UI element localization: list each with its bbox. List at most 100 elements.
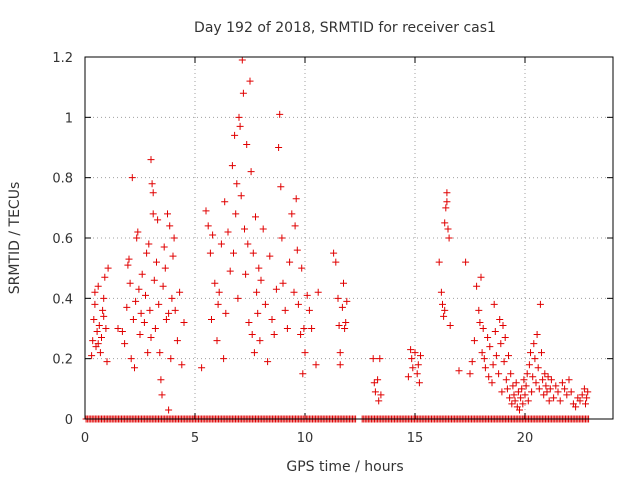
data-point xyxy=(226,267,234,275)
data-point xyxy=(154,216,162,224)
data-point xyxy=(167,355,175,363)
data-point xyxy=(252,213,259,221)
data-point xyxy=(214,300,222,308)
data-point xyxy=(341,325,349,332)
data-point xyxy=(178,361,186,369)
data-point xyxy=(519,400,527,408)
data-point xyxy=(217,240,225,248)
data-point xyxy=(249,249,257,257)
data-point xyxy=(161,264,169,272)
data-point xyxy=(248,331,256,339)
data-point xyxy=(538,349,545,357)
data-point xyxy=(495,370,503,378)
y-tick-label: 1.2 xyxy=(52,51,73,66)
data-point xyxy=(582,400,589,408)
data-point xyxy=(415,379,423,387)
data-point xyxy=(497,340,505,348)
data-point xyxy=(466,370,474,378)
data-point xyxy=(245,318,253,326)
data-point xyxy=(121,340,129,348)
data-point xyxy=(498,388,506,396)
data-point xyxy=(530,340,538,348)
data-point xyxy=(437,288,445,296)
data-point xyxy=(511,397,519,405)
data-point xyxy=(176,288,184,296)
data-point xyxy=(552,382,560,390)
data-point xyxy=(572,403,580,411)
data-point xyxy=(292,195,300,203)
data-point xyxy=(228,162,236,170)
data-point xyxy=(411,349,419,357)
y-tick-label: 0.2 xyxy=(52,353,73,368)
data-point xyxy=(144,349,152,357)
data-point xyxy=(539,376,547,384)
data-point xyxy=(135,285,143,293)
data-point xyxy=(209,231,217,239)
data-point xyxy=(576,397,584,405)
data-point xyxy=(505,352,512,360)
data-point xyxy=(518,385,526,393)
data-point xyxy=(523,370,531,378)
data-point xyxy=(512,379,520,387)
data-point xyxy=(439,300,446,308)
data-point xyxy=(142,291,149,299)
data-point xyxy=(407,346,415,354)
data-point xyxy=(270,331,278,339)
data-point xyxy=(275,144,283,151)
data-point xyxy=(522,382,530,390)
data-point xyxy=(578,391,586,399)
data-point xyxy=(90,315,98,323)
data-point xyxy=(246,77,254,85)
data-point xyxy=(514,388,522,396)
data-point xyxy=(563,391,571,399)
data-point xyxy=(525,361,533,369)
data-point xyxy=(445,234,453,242)
data-point xyxy=(160,243,168,251)
data-point xyxy=(336,349,344,357)
data-point xyxy=(542,382,550,390)
data-point xyxy=(375,397,383,405)
y-tick-label: 0.6 xyxy=(52,232,73,247)
data-point xyxy=(443,198,451,206)
data-point xyxy=(533,331,541,339)
data-point xyxy=(128,174,136,182)
data-point xyxy=(95,321,103,329)
data-point xyxy=(103,358,111,366)
data-point xyxy=(255,264,263,272)
data-point xyxy=(404,373,412,381)
data-points xyxy=(82,56,593,423)
data-point xyxy=(143,249,151,257)
data-point xyxy=(479,325,487,332)
data-point xyxy=(123,303,131,311)
data-point xyxy=(444,225,452,233)
data-point xyxy=(93,328,101,336)
y-tick-label: 0.8 xyxy=(52,172,73,187)
data-point xyxy=(468,358,476,366)
data-point xyxy=(301,349,309,357)
data-point xyxy=(409,364,417,372)
data-point xyxy=(529,373,537,381)
data-point xyxy=(305,306,313,314)
data-point xyxy=(286,258,294,266)
data-point xyxy=(100,312,108,320)
data-point xyxy=(104,264,112,272)
data-point xyxy=(499,321,507,329)
data-point xyxy=(477,273,485,281)
data-point xyxy=(241,225,248,233)
data-point xyxy=(334,294,342,302)
data-point xyxy=(517,394,525,402)
data-point xyxy=(414,361,422,369)
data-point xyxy=(213,337,221,345)
data-point xyxy=(151,325,159,332)
data-point xyxy=(443,189,451,197)
plot-frame xyxy=(84,56,614,420)
data-point xyxy=(506,394,514,402)
data-point xyxy=(455,367,463,375)
data-point xyxy=(164,210,171,218)
data-point xyxy=(88,352,96,360)
data-point xyxy=(342,318,350,326)
data-point xyxy=(501,334,509,342)
data-point xyxy=(261,300,269,308)
data-point xyxy=(136,331,144,339)
data-point xyxy=(521,391,529,399)
